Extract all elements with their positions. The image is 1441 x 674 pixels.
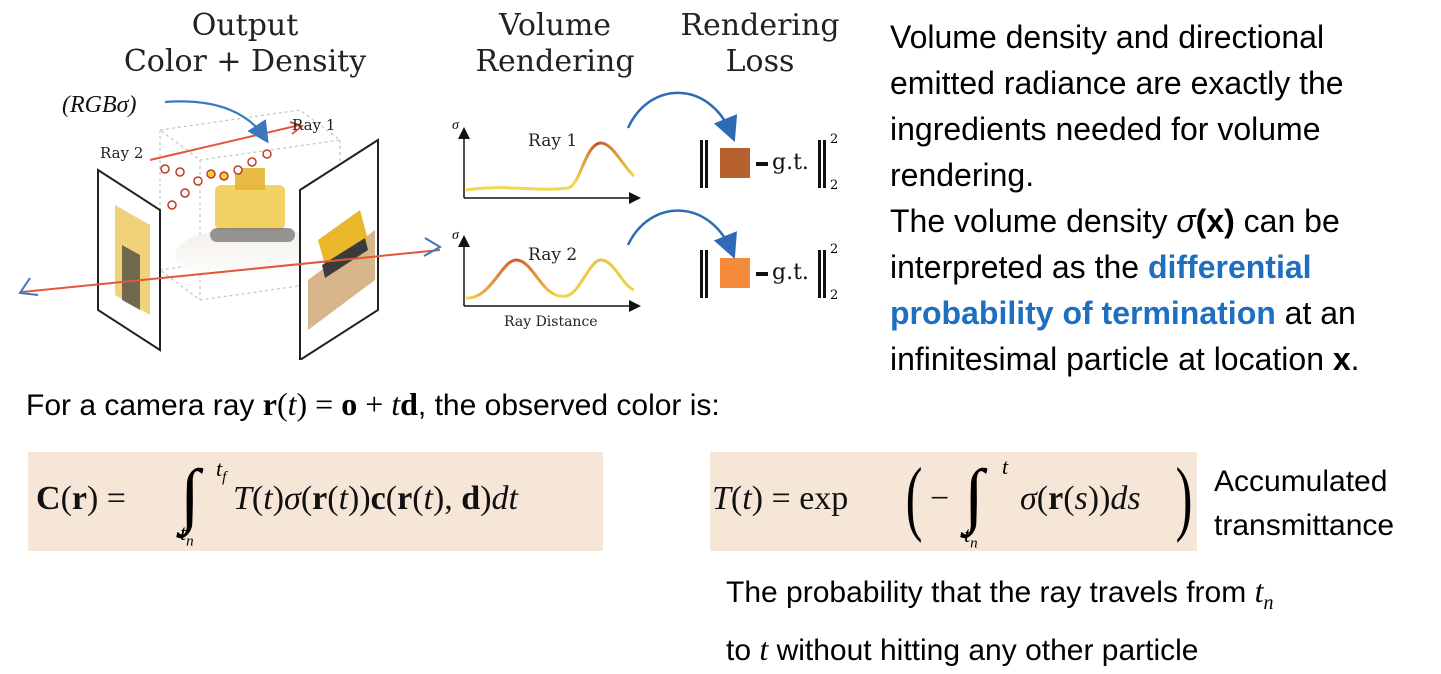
para-l7b: at an bbox=[1275, 295, 1356, 331]
loss-ray1-swatch bbox=[720, 148, 750, 178]
eq1-lhs: C(r) = bbox=[36, 480, 126, 517]
loss-ray2-sup: 2 bbox=[830, 242, 839, 257]
para-line3: ingredients needed for volume bbox=[890, 111, 1321, 147]
plot1-sigma: σ bbox=[452, 118, 459, 133]
camera-ray-equation: r(t) = o + td bbox=[262, 386, 418, 422]
color-equation-box: C(r) = ∫ tf tn T(t)σ(r(t))c(r(t), d)dt bbox=[28, 452, 603, 551]
para-l6a: interpreted as the bbox=[890, 249, 1148, 285]
para-highlight-2: probability of termination bbox=[890, 295, 1276, 331]
loss-ray1-sup: 2 bbox=[830, 132, 839, 147]
eq1-upper-limit: tf bbox=[216, 456, 227, 486]
header-output: Output Color + Density bbox=[110, 8, 380, 80]
header-output-line1: Output bbox=[191, 8, 299, 43]
loss-ray2-gt: g.t. bbox=[772, 260, 809, 285]
norm-bar-left bbox=[700, 140, 703, 188]
eq2-left-paren: ( bbox=[905, 451, 923, 544]
plot2-title: Ray 2 bbox=[528, 245, 578, 265]
loss-arrows bbox=[626, 91, 738, 259]
para-line1: Volume density and directional bbox=[890, 19, 1325, 55]
para-sigma: σ bbox=[1176, 203, 1196, 239]
transmittance-label: Accumulated transmittance bbox=[1214, 460, 1394, 548]
plot1-curve bbox=[465, 141, 636, 192]
eq2-integral-sign: ∫ bbox=[964, 455, 984, 535]
para-line7: probability of termination at an bbox=[890, 290, 1435, 336]
probability-line1: The probability that the ray travels fro… bbox=[726, 573, 1274, 614]
probability-line2: to t without hitting any other particle bbox=[726, 631, 1199, 667]
scene-ray2-label: Ray 2 bbox=[100, 144, 144, 162]
probability-explanation: The probability that the ray travels fro… bbox=[726, 568, 1273, 674]
eq2-lower-limit: tn bbox=[964, 522, 978, 552]
header-rendering-loss: Rendering Loss bbox=[670, 8, 850, 80]
para-line2: emitted radiance are exactly the bbox=[890, 65, 1344, 101]
scene-illustration bbox=[18, 100, 442, 360]
para-line6: interpreted as the differential bbox=[890, 244, 1435, 290]
norm-bar-right bbox=[818, 140, 821, 188]
lego-bulldozer-icon bbox=[210, 168, 295, 242]
loss-ray1-gt: g.t. bbox=[772, 150, 809, 175]
camera-suffix: , the observed color is: bbox=[417, 389, 720, 422]
eq2-right-paren: ) bbox=[1175, 451, 1193, 544]
norm-bar-left bbox=[700, 250, 703, 298]
para-l5a: The volume density bbox=[890, 203, 1177, 239]
eq1-lower-limit: tn bbox=[180, 520, 194, 550]
header-output-line2: Color + Density bbox=[123, 44, 367, 79]
loss-ray2-swatch bbox=[720, 258, 750, 288]
header-volume-rendering: Volume Rendering bbox=[470, 8, 640, 80]
eq2-upper-limit: t bbox=[1002, 454, 1009, 479]
header-loss-line2: Loss bbox=[725, 44, 795, 79]
header-loss-line1: Rendering bbox=[680, 8, 840, 43]
plot2-curve bbox=[465, 258, 635, 300]
plot1-title: Ray 1 bbox=[528, 131, 578, 151]
loss-ray1-sub: 2 bbox=[830, 178, 839, 193]
minus-sign bbox=[756, 162, 768, 166]
eq2-integrand: σ(r(s))ds bbox=[1020, 480, 1141, 517]
transmittance-line1: Accumulated bbox=[1214, 465, 1388, 498]
loss-ray2: g.t. 2 2 bbox=[700, 242, 850, 303]
scene-ray1-label: Ray 1 bbox=[292, 116, 336, 134]
camera-ray-sentence: For a camera ray r(t) = o + td, the obse… bbox=[26, 386, 720, 423]
transmittance-equation-box: T(t) = exp ( − ∫ t tn σ(r(s))ds ) bbox=[710, 451, 1197, 552]
right-image-plane bbox=[299, 138, 379, 360]
para-line8: infinitesimal particle at location x. bbox=[890, 336, 1435, 382]
description-paragraph: Volume density and directional emitted r… bbox=[890, 14, 1435, 382]
transmittance-line2: transmittance bbox=[1214, 509, 1395, 542]
loss-ray1: g.t. 2 2 bbox=[700, 132, 850, 193]
para-location-x: x bbox=[1332, 341, 1351, 377]
para-l5b: can be bbox=[1234, 203, 1340, 239]
header-volume-line2: Rendering bbox=[475, 44, 635, 79]
plot2-sigma: σ bbox=[452, 228, 459, 243]
para-x-bold: (x) bbox=[1195, 203, 1235, 239]
para-l8-dot: . bbox=[1350, 341, 1360, 377]
eq1-integrand: T(t)σ(r(t))c(r(t), d)dt bbox=[233, 480, 518, 517]
volume-rendering-plots bbox=[458, 127, 641, 312]
para-line5: The volume density σ(x) can be bbox=[890, 198, 1435, 244]
para-highlight-1: differential bbox=[1147, 249, 1312, 285]
para-l8a: infinitesimal particle at location bbox=[890, 341, 1333, 377]
rgb-sigma-label: (RGBσ) bbox=[62, 92, 137, 118]
norm-bar-right bbox=[818, 250, 821, 298]
header-volume-line1: Volume bbox=[498, 8, 612, 43]
para-line4: rendering. bbox=[890, 157, 1035, 193]
eq2-minus: − bbox=[930, 480, 950, 517]
left-image-plane bbox=[97, 168, 161, 352]
eq1-integral-sign: ∫ bbox=[180, 455, 200, 535]
loss-ray2-sub: 2 bbox=[830, 288, 839, 303]
plot-xlabel: Ray Distance bbox=[504, 314, 598, 330]
camera-prefix: For a camera ray bbox=[26, 389, 263, 422]
minus-sign bbox=[756, 272, 768, 276]
ray-samples bbox=[160, 149, 272, 210]
eq2-lhs: T(t) = exp bbox=[712, 480, 849, 517]
